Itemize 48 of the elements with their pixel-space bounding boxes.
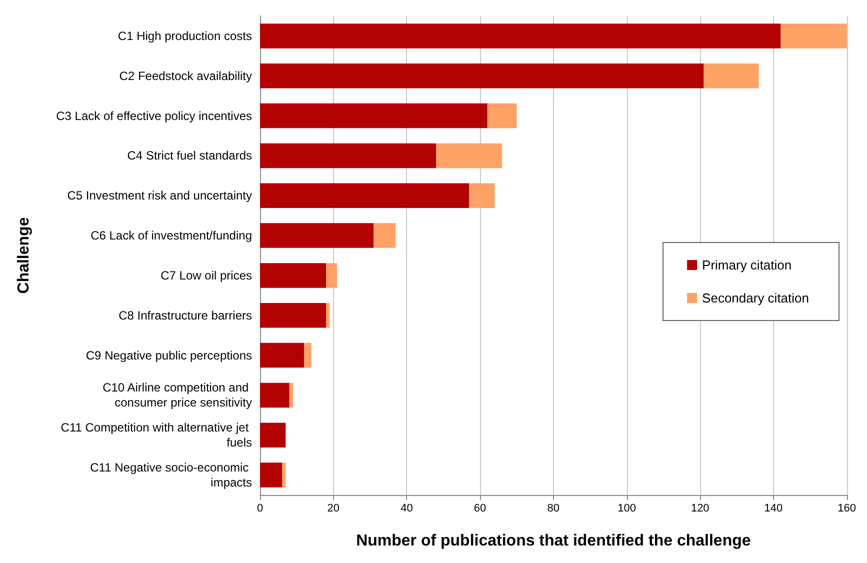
legend-label: Secondary citation <box>702 290 809 306</box>
x-tick-label: 100 <box>618 502 636 514</box>
x-tick-label: 80 <box>547 502 560 514</box>
x-axis-title: Number of publications that identified the challenge <box>356 532 751 550</box>
bar <box>260 342 304 368</box>
bar <box>260 103 488 128</box>
y-axis-title: Challenge <box>16 217 32 294</box>
y-tick-label: C7 Low oil prices <box>160 268 252 282</box>
bar <box>487 103 517 128</box>
bar <box>260 382 290 408</box>
bar <box>260 422 286 448</box>
bar <box>374 223 396 248</box>
x-tick-label: 120 <box>690 502 710 514</box>
bar <box>326 263 338 288</box>
x-tick-label: 20 <box>327 502 340 514</box>
bar <box>704 64 759 88</box>
y-tick-label: C1 High production costs <box>118 28 252 43</box>
y-tick-label: C11 Negative socio-economic impacts <box>90 460 252 490</box>
y-tick-label: C11 Competition with alternative jet fuels <box>60 420 252 450</box>
x-tick-label: 160 <box>838 502 856 514</box>
bar <box>469 183 495 208</box>
bar <box>289 382 294 408</box>
y-tick-label: C4 Strict fuel standards <box>127 148 252 163</box>
bar <box>304 342 312 368</box>
bar <box>260 64 704 88</box>
y-tick-label: C6 Lack of investment/funding <box>90 228 252 243</box>
x-tick-label: 40 <box>400 502 413 514</box>
bar <box>260 303 326 328</box>
bar <box>260 183 470 208</box>
y-tick-label: C5 Investment risk and uncertainty <box>67 188 252 203</box>
x-tick-label: 140 <box>764 502 783 514</box>
bar <box>260 462 282 488</box>
bar <box>780 24 847 48</box>
x-tick-label: 60 <box>474 502 486 514</box>
bar <box>282 462 286 488</box>
legend-label: Primary citation <box>702 258 792 272</box>
y-tick-label: C3 Lack of effective policy incentives <box>56 108 252 123</box>
y-tick-label: C10 Airline competition and consumer price sensitivity <box>102 380 252 410</box>
y-tick-label: C9 Negative public perceptions <box>86 348 252 362</box>
bar <box>260 223 374 248</box>
bar <box>326 303 330 328</box>
bar <box>260 143 436 168</box>
bar <box>260 263 326 288</box>
x-tick-label: 0 <box>256 502 264 514</box>
bar <box>260 24 781 48</box>
bar <box>436 143 502 168</box>
y-tick-label: C2 Feedstock availability <box>119 68 252 83</box>
y-tick-label: C8 Infrastructure barriers <box>118 308 252 322</box>
